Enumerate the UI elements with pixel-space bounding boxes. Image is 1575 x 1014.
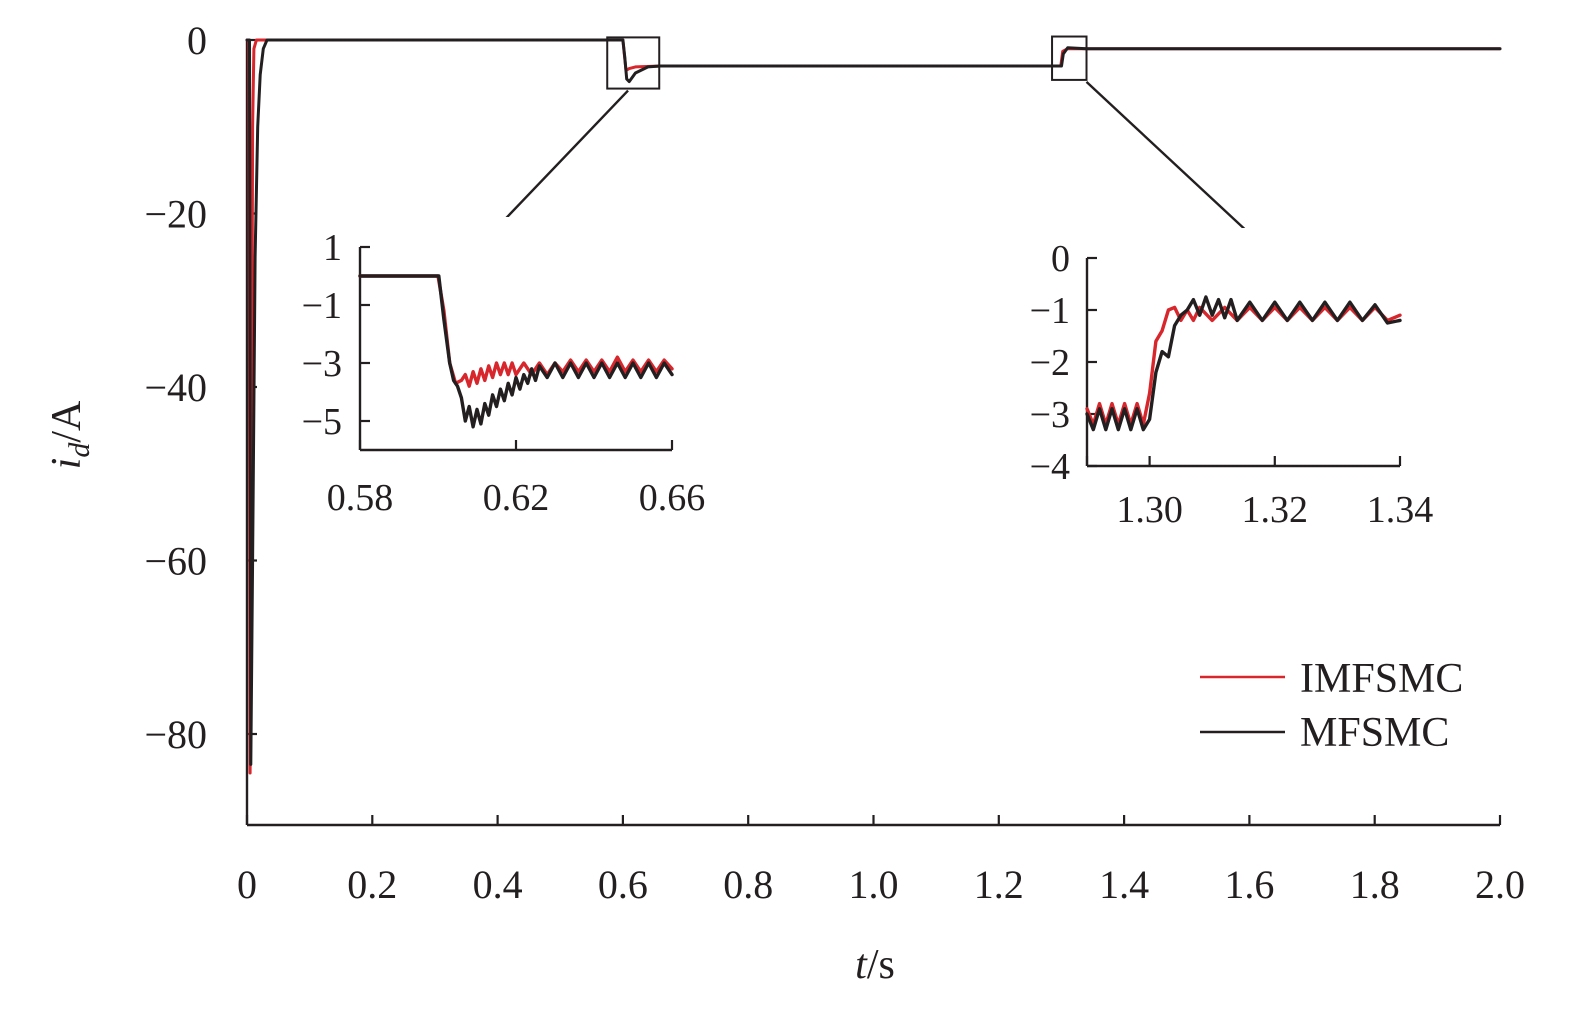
- legend-label-mfsmc: MFSMC: [1300, 710, 1449, 756]
- inset-y-tick-label: −2: [1030, 342, 1070, 384]
- inset-x-tick-label: 1.34: [1367, 489, 1434, 531]
- series-line-mfsmc: [245, 38, 1502, 766]
- x-tick-label: 2.0: [1475, 862, 1525, 907]
- y-tick-label: −20: [144, 192, 207, 237]
- inset-x-tick-label: 1.32: [1242, 489, 1309, 531]
- x-tick-label: 1.4: [1099, 862, 1149, 907]
- inset-y-tick-label: −3: [1030, 394, 1070, 436]
- zoom-box: [1051, 35, 1088, 81]
- zoom-box: [606, 36, 661, 90]
- zoom-box-group: [606, 35, 1088, 90]
- legend-label-imfsmc: IMFSMC: [1300, 656, 1463, 702]
- connector-group: [489, 81, 1266, 249]
- inset-y-tick-label: −5: [302, 401, 342, 443]
- x-axis-title-italic: t: [855, 942, 868, 988]
- x-axis-title: t/s: [855, 942, 895, 988]
- x-tick-label: 1.8: [1350, 862, 1400, 907]
- inset-y-tick-label: −1: [302, 285, 342, 327]
- y-axis-title: id/A: [44, 400, 96, 469]
- x-tick-label: 1.2: [974, 862, 1024, 907]
- x-tick-label: 0.6: [598, 862, 648, 907]
- y-axis-title-italic: i: [44, 458, 90, 470]
- inset-y-tick-label: −3: [302, 343, 342, 385]
- inset-x-tick-label: 0.62: [483, 477, 550, 519]
- x-tick-label: 1.6: [1224, 862, 1274, 907]
- y-tick-label: −80: [144, 712, 207, 757]
- inset-y-tick-label: −4: [1030, 446, 1070, 488]
- zoom-connector-line: [1085, 81, 1266, 249]
- inset-y-tick-label: −1: [1030, 290, 1070, 332]
- inset-chart-left: 0.58 0.62 0.66 1 −1 −3 −5: [302, 217, 728, 519]
- x-tick-label: 0.4: [473, 862, 523, 907]
- inset-series-line-mfsmc: [358, 274, 674, 429]
- zoom-connector-line: [489, 89, 629, 236]
- inset-background: [1083, 228, 1456, 526]
- x-tick-label: 1.0: [849, 862, 899, 907]
- inset-background: [356, 217, 728, 510]
- x-tick-label: 0.2: [347, 862, 397, 907]
- main-axes: 0 0.2 0.4 0.6 0.8 1.0 1.2 1.4 1.6 1.8 2.00−20−40−6…: [144, 18, 1525, 907]
- inset-x-tick-label: 0.58: [327, 477, 394, 519]
- x-axis-title-unit: /s: [867, 942, 895, 988]
- y-tick-label: −40: [144, 365, 207, 410]
- inset-x-tick-label: 1.30: [1116, 489, 1183, 531]
- y-axis-title-unit: /A: [44, 400, 90, 443]
- inset-chart-right: 1.30 1.32 1.34 0 −1 −2 −3 −4: [1030, 228, 1456, 531]
- inset-series-line-imfsmc: [358, 274, 674, 388]
- inset-y-tick-label: 1: [323, 227, 342, 269]
- inset-y-tick-label: 0: [1051, 238, 1070, 280]
- x-tick-label: 0: [237, 862, 257, 907]
- inset-series-line-mfsmc: [1085, 295, 1402, 432]
- y-tick-label: −60: [144, 539, 207, 584]
- main-series-group: [245, 38, 1502, 775]
- y-tick-label: 0: [187, 18, 207, 63]
- x-tick-label: 0.8: [723, 862, 773, 907]
- y-axis-title-subscript: d: [63, 442, 96, 458]
- inset-x-tick-label: 0.66: [639, 477, 706, 519]
- legend: IMFSMC MFSMC: [1200, 656, 1463, 756]
